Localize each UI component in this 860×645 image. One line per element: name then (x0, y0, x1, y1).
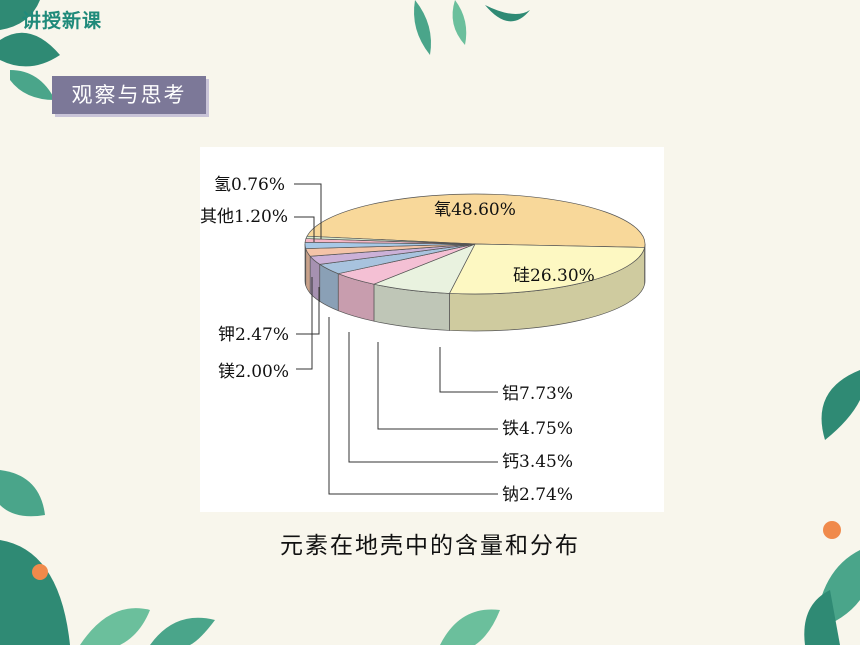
leaf-decoration-bottom-left-icon (0, 470, 215, 645)
chart-caption: 元素在地壳中的含量和分布 (280, 533, 580, 559)
leader-sodium (328, 317, 498, 495)
pie-chart: 氧48.60% 硅26.30% 氢0.76% 其他1.20% 钾2.47% 镁2.00% 铝… (200, 175, 646, 505)
label-calcium: 钙3.45% (502, 452, 573, 472)
label-silicon: 硅26.30% (513, 266, 595, 286)
label-sodium: 钠2.74% (502, 485, 573, 505)
label-aluminum: 铝7.73% (502, 384, 573, 404)
label-iron: 铁4.75% (502, 419, 573, 439)
label-oxygen: 氧48.60% (434, 200, 516, 220)
leaf-decoration-top-left-icon (0, 0, 60, 100)
leader-iron (377, 342, 498, 430)
leader-other (294, 216, 315, 242)
leader-magnesium (296, 277, 313, 370)
leader-calcium (348, 332, 498, 463)
label-magnesium: 镁2.00% (218, 362, 289, 382)
pie-side-镁 (304, 243, 307, 286)
label-potassium: 钾2.47% (218, 325, 289, 345)
pie-slice-氢 (305, 235, 476, 245)
label-other: 其他1.20% (200, 207, 288, 227)
pie-slice-硅 (448, 243, 646, 295)
pie-slice-氧 (306, 193, 646, 248)
leader-hydrogen (294, 183, 322, 239)
label-hydrogen: 氢0.76% (214, 175, 285, 195)
chart-panel: 氧48.60% 硅26.30% 氢0.76% 其他1.20% 钾2.47% 镁2.00% 铝… (200, 147, 664, 512)
leader-aluminum (439, 347, 498, 393)
lesson-header-tag: 讲授新课 (22, 10, 103, 32)
leaf-decoration-bottom-center-icon (440, 609, 500, 645)
leader-potassium (296, 287, 320, 335)
section-tab: 观察与思考 (52, 76, 206, 114)
leaf-decoration-right-icon (804, 370, 860, 645)
leaf-decoration-top-center-icon (414, 0, 530, 55)
